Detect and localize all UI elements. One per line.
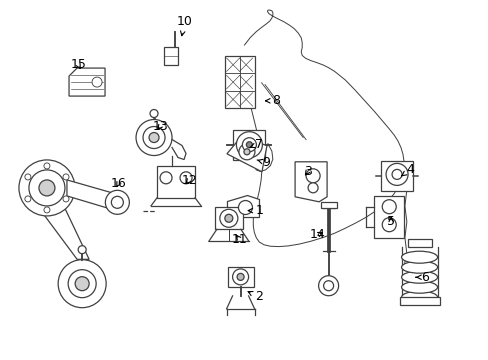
Circle shape	[244, 149, 249, 155]
Circle shape	[19, 160, 75, 216]
Polygon shape	[294, 162, 326, 202]
Ellipse shape	[401, 251, 437, 263]
Circle shape	[307, 183, 317, 193]
Circle shape	[220, 209, 237, 227]
Circle shape	[58, 260, 106, 308]
Text: 8: 8	[265, 94, 280, 107]
Circle shape	[318, 276, 338, 296]
Ellipse shape	[401, 261, 437, 273]
Text: 11: 11	[231, 233, 247, 246]
Circle shape	[232, 269, 248, 285]
Circle shape	[25, 174, 31, 180]
Circle shape	[68, 270, 96, 298]
Circle shape	[63, 196, 69, 202]
Text: 9: 9	[257, 156, 270, 169]
Circle shape	[239, 144, 254, 160]
Bar	[157, 166, 195, 198]
Circle shape	[78, 246, 86, 254]
Polygon shape	[227, 195, 259, 217]
Bar	[407, 239, 431, 247]
Bar	[399, 297, 439, 305]
Text: 12: 12	[181, 174, 197, 186]
Ellipse shape	[401, 281, 437, 293]
Text: 5: 5	[386, 215, 394, 228]
Circle shape	[63, 174, 69, 180]
Circle shape	[111, 196, 123, 208]
Polygon shape	[33, 200, 89, 259]
Text: 6: 6	[415, 271, 428, 284]
Circle shape	[92, 77, 102, 87]
Bar	[214, 207, 243, 229]
Polygon shape	[226, 136, 266, 172]
Circle shape	[150, 109, 158, 117]
Circle shape	[25, 196, 31, 202]
Circle shape	[237, 273, 244, 280]
Circle shape	[44, 207, 50, 213]
Ellipse shape	[401, 271, 437, 283]
Circle shape	[44, 163, 50, 169]
Circle shape	[238, 201, 252, 215]
Bar	[233, 130, 265, 160]
Circle shape	[143, 126, 164, 149]
Text: 2: 2	[247, 291, 263, 303]
Polygon shape	[69, 68, 105, 96]
Text: 16: 16	[110, 177, 126, 190]
Circle shape	[386, 163, 407, 185]
Bar	[380, 161, 412, 192]
Text: 13: 13	[152, 120, 168, 132]
Bar	[373, 196, 404, 238]
Text: 14: 14	[309, 228, 325, 241]
Text: 15: 15	[70, 58, 86, 71]
Circle shape	[160, 172, 172, 184]
Text: 4: 4	[401, 163, 414, 176]
Circle shape	[224, 214, 232, 222]
Bar	[227, 267, 253, 287]
Bar	[320, 202, 336, 208]
Text: 3: 3	[304, 165, 311, 177]
Bar	[224, 56, 254, 108]
Text: 10: 10	[177, 15, 192, 36]
Circle shape	[105, 190, 129, 214]
Circle shape	[39, 180, 55, 196]
Circle shape	[305, 169, 320, 183]
Circle shape	[75, 277, 89, 291]
Circle shape	[136, 120, 172, 156]
Circle shape	[382, 200, 395, 214]
Text: 1: 1	[248, 204, 263, 217]
Circle shape	[391, 170, 401, 179]
Circle shape	[323, 281, 333, 291]
Bar	[164, 47, 178, 65]
Circle shape	[236, 132, 262, 158]
Ellipse shape	[401, 291, 437, 303]
Circle shape	[246, 142, 252, 148]
Text: 7: 7	[249, 138, 263, 150]
Circle shape	[149, 132, 159, 143]
Circle shape	[180, 172, 192, 184]
Polygon shape	[67, 180, 124, 208]
Circle shape	[382, 218, 395, 232]
Circle shape	[242, 138, 256, 152]
Circle shape	[29, 170, 65, 206]
